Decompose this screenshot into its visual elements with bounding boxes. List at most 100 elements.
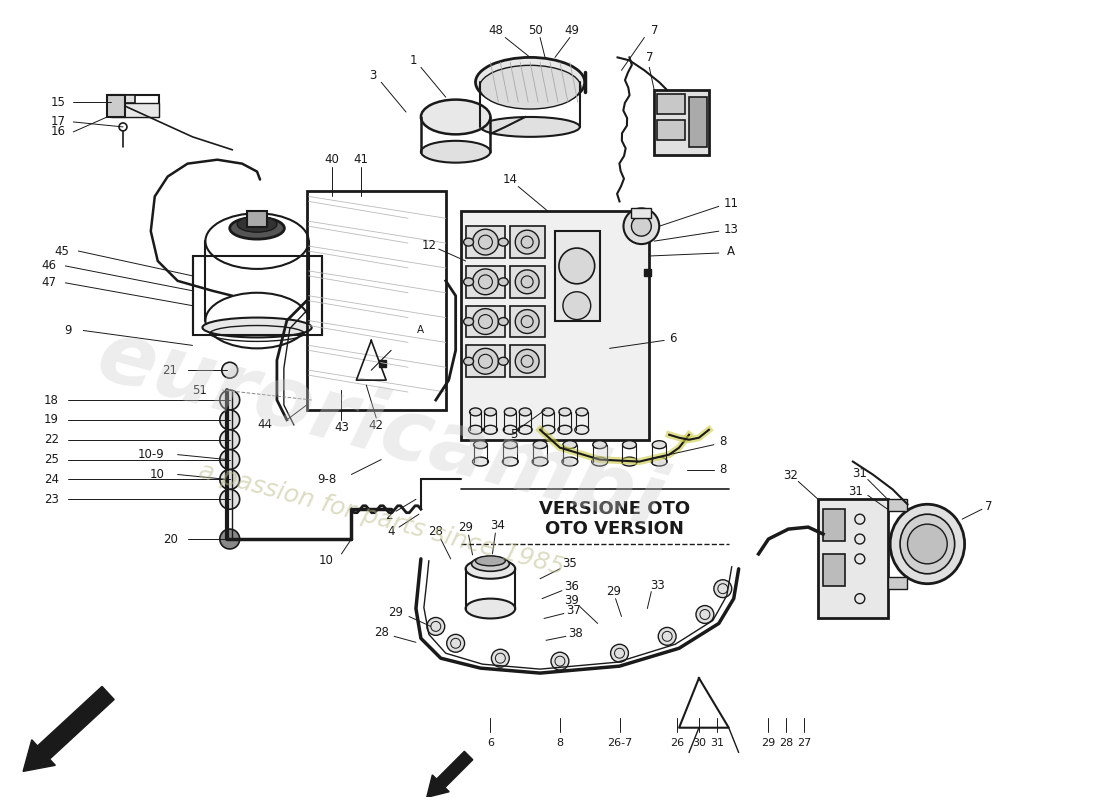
- Circle shape: [515, 230, 539, 254]
- Ellipse shape: [504, 408, 516, 416]
- Circle shape: [610, 644, 628, 662]
- Ellipse shape: [542, 408, 554, 416]
- Text: 29: 29: [458, 521, 473, 534]
- Circle shape: [492, 650, 509, 667]
- Ellipse shape: [504, 426, 517, 434]
- Ellipse shape: [575, 426, 589, 434]
- Text: 42: 42: [368, 419, 384, 432]
- Bar: [307, 191, 446, 410]
- Bar: [465, 306, 505, 338]
- Circle shape: [714, 580, 732, 598]
- Ellipse shape: [202, 318, 311, 338]
- Bar: [111, 95, 135, 103]
- Ellipse shape: [652, 441, 667, 449]
- Text: 7: 7: [986, 500, 992, 513]
- Ellipse shape: [575, 408, 587, 416]
- Bar: [654, 90, 708, 154]
- Bar: [465, 226, 505, 258]
- Text: 8: 8: [557, 738, 563, 748]
- Bar: [379, 360, 386, 367]
- Text: 10: 10: [319, 554, 333, 567]
- Text: 46: 46: [41, 259, 56, 273]
- Circle shape: [559, 248, 595, 284]
- Text: 11: 11: [723, 197, 738, 210]
- Circle shape: [220, 410, 240, 430]
- Text: a passion for parts since 1985: a passion for parts since 1985: [196, 458, 566, 580]
- Circle shape: [220, 470, 240, 490]
- Text: 24: 24: [44, 473, 59, 486]
- Text: 26-7: 26-7: [607, 738, 632, 748]
- FancyArrow shape: [427, 751, 473, 798]
- Text: 25: 25: [44, 453, 59, 466]
- Bar: [465, 346, 505, 377]
- Bar: [461, 211, 649, 440]
- Circle shape: [473, 348, 498, 374]
- Ellipse shape: [475, 556, 505, 566]
- Text: 17: 17: [51, 115, 66, 129]
- Bar: [107, 95, 125, 117]
- Text: 43: 43: [334, 422, 349, 434]
- Ellipse shape: [503, 457, 518, 466]
- Text: 9: 9: [65, 324, 73, 337]
- Ellipse shape: [421, 100, 491, 134]
- Text: 51: 51: [192, 383, 208, 397]
- Bar: [556, 231, 600, 321]
- Text: 12: 12: [421, 238, 437, 251]
- Circle shape: [222, 362, 238, 378]
- Ellipse shape: [563, 441, 576, 449]
- Ellipse shape: [463, 238, 473, 246]
- Bar: [510, 266, 544, 298]
- Bar: [248, 211, 267, 227]
- Text: 26: 26: [670, 738, 684, 748]
- Bar: [823, 554, 845, 586]
- Ellipse shape: [498, 238, 508, 246]
- Circle shape: [447, 634, 464, 652]
- Text: 48: 48: [488, 24, 503, 37]
- Ellipse shape: [593, 441, 606, 449]
- Text: 13: 13: [724, 222, 738, 236]
- Circle shape: [563, 292, 591, 319]
- Ellipse shape: [559, 408, 571, 416]
- Text: 36: 36: [564, 580, 580, 593]
- Ellipse shape: [230, 218, 285, 239]
- Circle shape: [515, 350, 539, 373]
- Circle shape: [427, 618, 444, 635]
- Text: 15: 15: [51, 95, 66, 109]
- Text: 23: 23: [44, 493, 59, 506]
- Bar: [631, 208, 651, 218]
- Text: 10: 10: [150, 468, 165, 481]
- Circle shape: [220, 450, 240, 470]
- Text: OTO VERSION: OTO VERSION: [546, 520, 684, 538]
- Circle shape: [473, 309, 498, 334]
- Ellipse shape: [480, 66, 581, 109]
- Ellipse shape: [518, 426, 532, 434]
- Ellipse shape: [651, 457, 668, 466]
- Text: euroricambi: euroricambi: [89, 314, 673, 546]
- Bar: [888, 577, 907, 589]
- Text: 8: 8: [719, 463, 726, 476]
- Text: VERSIONE OTO: VERSIONE OTO: [539, 500, 690, 518]
- Text: 20: 20: [163, 533, 177, 546]
- Text: 38: 38: [569, 627, 583, 640]
- Ellipse shape: [463, 318, 473, 326]
- Ellipse shape: [532, 457, 548, 466]
- Text: 30: 30: [692, 738, 706, 748]
- Bar: [689, 97, 707, 146]
- Ellipse shape: [238, 216, 277, 232]
- Text: 45: 45: [54, 245, 69, 258]
- Circle shape: [658, 627, 676, 646]
- Text: 7: 7: [646, 51, 653, 64]
- Text: 28: 28: [428, 525, 443, 538]
- Ellipse shape: [498, 318, 508, 326]
- Ellipse shape: [498, 358, 508, 366]
- Bar: [510, 346, 544, 377]
- Text: 41: 41: [354, 153, 368, 166]
- Ellipse shape: [623, 441, 637, 449]
- Ellipse shape: [465, 598, 515, 618]
- Ellipse shape: [465, 559, 515, 578]
- Bar: [823, 510, 845, 541]
- Bar: [818, 499, 888, 618]
- Text: 34: 34: [490, 518, 505, 532]
- Text: 4: 4: [387, 525, 395, 538]
- Text: 44: 44: [257, 418, 272, 431]
